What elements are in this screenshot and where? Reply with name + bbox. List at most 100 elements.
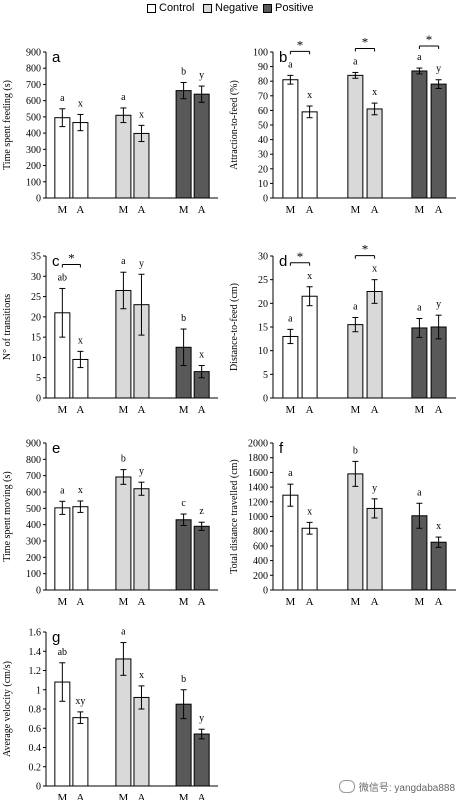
significance-letter: x	[307, 506, 312, 517]
y-axis-title: N° of transitions	[2, 294, 13, 360]
watermark: 微信号: yangdaba888	[338, 779, 455, 794]
x-tick-label: A	[198, 792, 206, 800]
x-tick-label: A	[137, 792, 145, 800]
significance-asterisk: *	[68, 250, 75, 265]
y-tick-label: 90	[258, 62, 268, 73]
x-tick-label: A	[137, 404, 145, 416]
significance-letter: y	[436, 299, 441, 310]
y-tick-label: 1.6	[29, 628, 42, 639]
y-tick-label: 800	[26, 64, 41, 75]
significance-letter: x	[307, 90, 312, 101]
x-tick-label: M	[415, 204, 425, 216]
significance-letter: ab	[58, 647, 67, 658]
bar	[115, 658, 132, 787]
y-tick-label: 1.2	[29, 666, 42, 677]
bar	[366, 507, 383, 591]
significance-letter: x	[372, 264, 377, 275]
bar	[347, 324, 364, 399]
significance-letter: a	[288, 59, 293, 70]
significance-asterisk: *	[362, 242, 369, 257]
x-tick-label: A	[306, 204, 314, 216]
bar	[54, 507, 71, 591]
x-tick-label: M	[285, 204, 295, 216]
significance-letter: a	[417, 52, 422, 63]
bar	[366, 291, 383, 399]
x-tick-label: M	[415, 596, 425, 608]
y-axis-title: Total distance travelled (cm)	[229, 459, 240, 574]
y-tick-label: 20	[31, 312, 41, 323]
panel-letter: d	[279, 253, 287, 270]
y-tick-label: 900	[26, 439, 41, 450]
y-tick-label: 60	[258, 106, 268, 117]
significance-letter: x	[436, 521, 441, 532]
y-axis-title: Time spent feeding (s)	[2, 80, 13, 170]
y-tick-label: 600	[253, 541, 268, 552]
significance-letter: x	[199, 350, 204, 361]
y-tick-label: 300	[26, 145, 41, 156]
x-tick-label: M	[119, 404, 129, 416]
y-tick-label: 200	[26, 161, 41, 172]
significance-letter: c	[181, 498, 186, 509]
legend: Control Negative Positive	[0, 2, 463, 18]
significance-asterisk: *	[426, 32, 433, 47]
y-tick-label: 100	[253, 48, 268, 59]
y-tick-label: 0.2	[29, 762, 42, 773]
y-tick-label: 30	[258, 252, 268, 263]
y-tick-label: 5	[263, 370, 268, 381]
significance-letter: z	[199, 506, 204, 517]
legend-label-negative: Negative	[215, 2, 259, 14]
y-tick-label: 10	[258, 179, 268, 190]
x-tick-label: M	[57, 404, 67, 416]
significance-letter: a	[288, 468, 293, 479]
significance-letter: a	[60, 485, 65, 496]
x-tick-label: A	[371, 204, 379, 216]
panel-letter: a	[52, 49, 61, 66]
bar	[193, 525, 210, 591]
y-tick-label: 0.4	[29, 743, 42, 754]
significance-letter: a	[121, 627, 126, 638]
y-tick-label: 80	[258, 77, 268, 88]
x-tick-label: A	[76, 792, 84, 800]
significance-letter: a	[353, 56, 358, 67]
legend-item-positive: Positive	[263, 2, 314, 14]
bar	[193, 93, 210, 199]
y-axis-title: Attraction-to-feed (%)	[229, 80, 240, 170]
significance-letter: a	[288, 313, 293, 324]
x-tick-label: A	[435, 404, 443, 416]
y-tick-label: 700	[26, 80, 41, 91]
y-tick-label: 100	[26, 177, 41, 188]
y-tick-label: 0.8	[29, 705, 42, 716]
bar	[366, 108, 383, 199]
significance-letter: y	[372, 483, 377, 494]
y-tick-label: 800	[26, 455, 41, 466]
y-tick-label: 100	[26, 569, 41, 580]
y-tick-label: 15	[31, 333, 41, 344]
significance-letter: b	[181, 66, 186, 77]
x-tick-label: M	[179, 596, 189, 608]
panel-letter: c	[52, 253, 60, 270]
y-tick-label: 0	[36, 782, 41, 793]
significance-letter: x	[78, 98, 83, 109]
y-axis-title: Average velocity (cm/s)	[2, 661, 13, 757]
x-tick-label: M	[119, 204, 129, 216]
y-tick-label: 0	[36, 394, 41, 405]
y-tick-label: 700	[26, 471, 41, 482]
x-tick-label: A	[306, 404, 314, 416]
x-tick-label: A	[76, 404, 84, 416]
y-tick-label: 35	[31, 252, 41, 263]
significance-letter: b	[181, 313, 186, 324]
x-tick-label: A	[76, 204, 84, 216]
y-tick-label: 10	[258, 346, 268, 357]
significance-letter: b	[181, 674, 186, 685]
significance-letter: b	[353, 445, 358, 456]
y-axis-title: Time spent moving (s)	[2, 471, 13, 561]
x-tick-label: M	[57, 596, 67, 608]
panel-letter: b	[279, 49, 287, 66]
bar	[133, 132, 150, 199]
bar	[133, 488, 150, 591]
y-tick-label: 25	[258, 275, 268, 286]
bar	[282, 494, 299, 591]
bar	[301, 295, 318, 399]
significance-letter: a	[121, 256, 126, 267]
